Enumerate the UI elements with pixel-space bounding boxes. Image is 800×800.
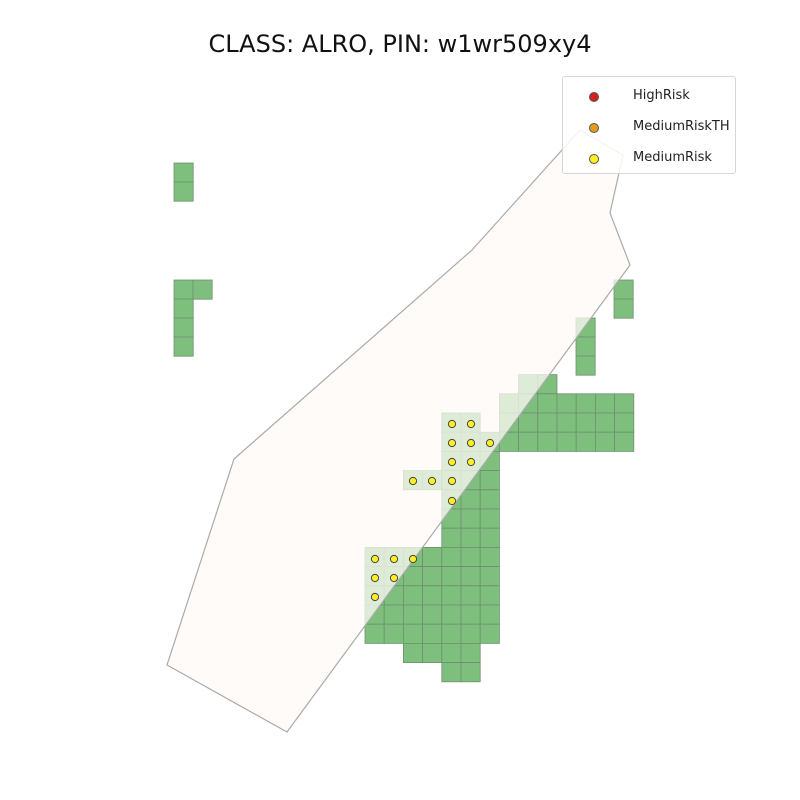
grid-cell [614, 431, 635, 452]
medium-risk-point [389, 573, 399, 583]
grid-cell [479, 566, 500, 587]
grid-cell [441, 547, 462, 568]
legend-item-medium-risk: MediumRisk [563, 149, 737, 169]
grid-cell [383, 604, 404, 625]
grid-cell [518, 412, 539, 433]
grid-cell [460, 623, 481, 644]
grid-cell [556, 393, 577, 414]
grid-cell [173, 317, 194, 338]
grid-cell [556, 431, 577, 452]
legend-item-medium-risk-th: MediumRiskTH [563, 118, 737, 138]
medium-risk-point [389, 554, 399, 564]
grid-cell [441, 662, 462, 683]
grid-cell [614, 412, 635, 433]
high-risk-marker-icon [589, 92, 599, 102]
grid-cell [595, 431, 616, 452]
grid-cell [575, 336, 596, 357]
grid-cell [422, 604, 443, 625]
grid-cell [575, 393, 596, 414]
medium-risk-point [466, 457, 476, 467]
legend-label-medium-risk-th: MediumRiskTH [633, 119, 730, 134]
grid-cell [460, 508, 481, 529]
medium-risk-point [447, 438, 457, 448]
grid-cell [613, 298, 634, 319]
grid-cell [173, 181, 194, 202]
grid-cell [595, 412, 616, 433]
grid-cell [479, 489, 500, 510]
medium-risk-marker-icon [589, 154, 599, 164]
grid-cell [422, 547, 443, 568]
grid-cell [441, 585, 462, 606]
grid-cell [460, 566, 481, 587]
medium-risk-point [466, 419, 476, 429]
grid-cell [383, 623, 404, 644]
grid-cell [479, 623, 500, 644]
grid-cell [422, 566, 443, 587]
grid-cell [402, 623, 423, 644]
medium-risk-point [370, 573, 380, 583]
legend: HighRisk MediumRiskTH MediumRisk [562, 76, 736, 174]
medium-risk-point [408, 476, 418, 486]
medium-risk-point [466, 438, 476, 448]
medium-risk-point [447, 419, 457, 429]
legend-item-high-risk: HighRisk [563, 87, 737, 107]
medium-risk-point [408, 554, 418, 564]
grid-cell [460, 662, 481, 683]
medium-risk-point [485, 438, 495, 448]
grid-cell [173, 162, 194, 183]
grid-cell [422, 623, 443, 644]
grid-cell [173, 298, 194, 319]
grid-cell [441, 566, 462, 587]
grid-cell [479, 547, 500, 568]
medium-risk-th-marker-icon [589, 123, 599, 133]
medium-risk-point [370, 592, 380, 602]
grid-cell [556, 412, 577, 433]
grid-cell [537, 431, 558, 452]
grid-cell [595, 393, 616, 414]
legend-label-medium-risk: MediumRisk [633, 150, 712, 165]
grid-cell [479, 604, 500, 625]
grid-cell [460, 489, 481, 510]
grid-cell [479, 585, 500, 606]
medium-risk-point [447, 496, 457, 506]
grid-cell [441, 623, 462, 644]
grid-cell [402, 643, 423, 664]
medium-risk-point [427, 476, 437, 486]
legend-label-high-risk: HighRisk [633, 88, 690, 103]
grid-cell [575, 412, 596, 433]
grid-cell [173, 279, 194, 300]
grid-cell [460, 604, 481, 625]
grid-cell [614, 393, 635, 414]
risk-points-layer [370, 419, 495, 602]
grid-cell [518, 431, 539, 452]
grid-cell [537, 393, 558, 414]
grid-cell [460, 527, 481, 548]
grid-cell [460, 585, 481, 606]
map-title: CLASS: ALRO, PIN: w1wr509xy4 [208, 30, 592, 58]
grid-cell [402, 604, 423, 625]
medium-risk-point [447, 476, 457, 486]
grid-cell [364, 623, 385, 644]
grid-cell [422, 643, 443, 664]
medium-risk-point [370, 554, 380, 564]
grid-cell [441, 527, 462, 548]
grid-cell [575, 431, 596, 452]
grid-cell [402, 585, 423, 606]
grid-cell [575, 355, 596, 376]
grid-cell [479, 508, 500, 529]
grid-cell [441, 604, 462, 625]
grid-cell [422, 585, 443, 606]
grid-cell [479, 527, 500, 548]
grid-cell [537, 412, 558, 433]
grid-cell [460, 547, 481, 568]
grid-cell [479, 470, 500, 491]
grid-cell [173, 336, 194, 357]
grid-cell [441, 643, 462, 664]
grid-cell [460, 643, 481, 664]
medium-risk-point [447, 457, 457, 467]
grid-cell [192, 279, 213, 300]
